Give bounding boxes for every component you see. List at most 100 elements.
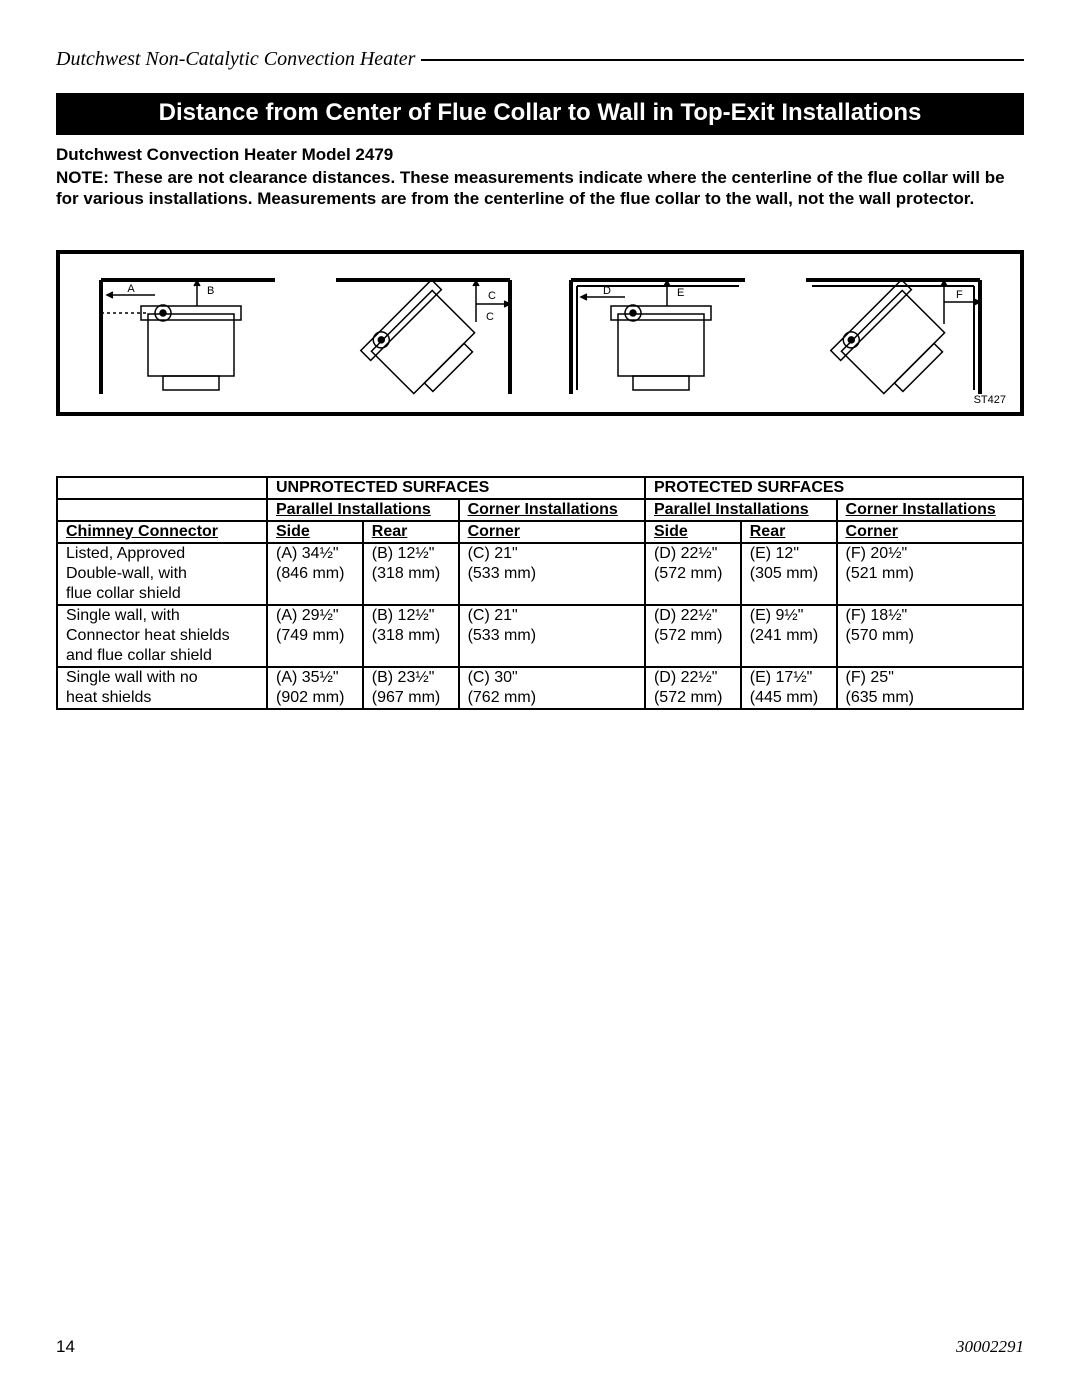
page: Dutchwest Non-Catalytic Convection Heate…: [0, 0, 1080, 1397]
diagram-id-label: ST427: [974, 394, 1006, 406]
table-row: and flue collar shield: [57, 646, 1023, 667]
svg-text:C: C: [488, 290, 496, 302]
col-side-p: Side: [645, 521, 741, 543]
table-header-top: UNPROTECTED SURFACES PROTECTED SURFACES: [57, 477, 1023, 499]
cell-value: (846 mm): [267, 564, 363, 584]
table-header-mid: Parallel Installations Corner Installati…: [57, 499, 1023, 521]
cell-value: (521 mm): [837, 564, 1023, 584]
header-blank: [57, 477, 267, 499]
cell-value: (C) 21": [459, 543, 645, 564]
cell-value: [267, 646, 363, 667]
footer: 14 30002291: [56, 1337, 1024, 1357]
cell-value: [459, 584, 645, 605]
cell-value: (A) 34½": [267, 543, 363, 564]
cell-value: (F) 20½": [837, 543, 1023, 564]
diagram-parallel-a: A B: [93, 272, 283, 402]
note-text: NOTE: These are not clearance distances.…: [56, 167, 1024, 210]
running-head-rule: [421, 59, 1024, 61]
cell-value: (902 mm): [267, 688, 363, 709]
header-parallel-u: Parallel Installations: [267, 499, 459, 521]
cell-value: [645, 584, 741, 605]
cell-value: [837, 646, 1023, 667]
table-row: Double-wall, with(846 mm)(318 mm)(533 mm…: [57, 564, 1023, 584]
svg-text:B: B: [207, 285, 214, 297]
table-row: Single wall, with(A) 29½"(B) 12½"(C) 21"…: [57, 605, 1023, 626]
cell-value: [363, 646, 459, 667]
cell-value: (C) 21": [459, 605, 645, 626]
svg-text:A: A: [127, 283, 135, 295]
header-blank: [57, 499, 267, 521]
cell-value: (E) 17½": [741, 667, 837, 688]
header-corner-p: Corner Installations: [837, 499, 1023, 521]
cell-value: (A) 29½": [267, 605, 363, 626]
cell-value: (D) 22½": [645, 605, 741, 626]
table-row: heat shields(902 mm)(967 mm)(762 mm)(572…: [57, 688, 1023, 709]
cell-value: (B) 12½": [363, 543, 459, 564]
cell-value: (F) 18½": [837, 605, 1023, 626]
diagram-parallel-b: D E: [563, 272, 753, 402]
cell-value: (762 mm): [459, 688, 645, 709]
cell-value: (241 mm): [741, 626, 837, 646]
table-row: Single wall with no(A) 35½"(B) 23½"(C) 3…: [57, 667, 1023, 688]
title-bar: Distance from Center of Flue Collar to W…: [56, 93, 1024, 135]
table-row: Listed, Approved(A) 34½"(B) 12½"(C) 21"(…: [57, 543, 1023, 564]
col-corner-u: Corner: [459, 521, 645, 543]
cell-connector: Single wall, with: [57, 605, 267, 626]
document-number: 30002291: [956, 1337, 1024, 1357]
diagram-box: A B: [56, 250, 1024, 416]
cell-value: [741, 584, 837, 605]
running-head-text: Dutchwest Non-Catalytic Convection Heate…: [56, 48, 415, 71]
cell-value: (533 mm): [459, 626, 645, 646]
cell-value: (635 mm): [837, 688, 1023, 709]
cell-connector: Single wall with no: [57, 667, 267, 688]
col-rear-p: Rear: [741, 521, 837, 543]
header-parallel-p: Parallel Installations: [645, 499, 837, 521]
col-rear-u: Rear: [363, 521, 459, 543]
cell-connector: Listed, Approved: [57, 543, 267, 564]
cell-value: (572 mm): [645, 564, 741, 584]
cell-connector: flue collar shield: [57, 584, 267, 605]
header-corner-u: Corner Installations: [459, 499, 645, 521]
cell-value: (D) 22½": [645, 667, 741, 688]
cell-value: (318 mm): [363, 626, 459, 646]
table-row: flue collar shield: [57, 584, 1023, 605]
cell-value: (749 mm): [267, 626, 363, 646]
table-row: Connector heat shields(749 mm)(318 mm)(5…: [57, 626, 1023, 646]
cell-value: (305 mm): [741, 564, 837, 584]
cell-value: (A) 35½": [267, 667, 363, 688]
cell-value: (533 mm): [459, 564, 645, 584]
cell-value: (570 mm): [837, 626, 1023, 646]
cell-value: [267, 584, 363, 605]
cell-value: (B) 12½": [363, 605, 459, 626]
col-side-u: Side: [267, 521, 363, 543]
cell-connector: heat shields: [57, 688, 267, 709]
model-subtitle: Dutchwest Convection Heater Model 2479: [56, 145, 1024, 165]
diagram-corner-b: F: [798, 272, 988, 402]
cell-value: (572 mm): [645, 688, 741, 709]
svg-text:D: D: [603, 285, 611, 297]
cell-value: (C) 30": [459, 667, 645, 688]
diagram-corner-a: C C: [328, 272, 518, 402]
svg-text:F: F: [956, 289, 963, 301]
svg-text:E: E: [677, 287, 684, 299]
cell-value: [459, 646, 645, 667]
cell-value: (F) 25": [837, 667, 1023, 688]
cell-value: (318 mm): [363, 564, 459, 584]
col-connector: Chimney Connector: [57, 521, 267, 543]
cell-connector: and flue collar shield: [57, 646, 267, 667]
cell-value: [645, 646, 741, 667]
cell-value: (572 mm): [645, 626, 741, 646]
page-number: 14: [56, 1337, 75, 1357]
cell-value: (967 mm): [363, 688, 459, 709]
header-unprotected: UNPROTECTED SURFACES: [267, 477, 645, 499]
cell-value: (E) 12": [741, 543, 837, 564]
cell-value: (B) 23½": [363, 667, 459, 688]
col-corner-p: Corner: [837, 521, 1023, 543]
cell-value: (E) 9½": [741, 605, 837, 626]
header-protected: PROTECTED SURFACES: [645, 477, 1023, 499]
cell-value: [363, 584, 459, 605]
cell-connector: Connector heat shields: [57, 626, 267, 646]
table-header-cols: Chimney Connector Side Rear Corner Side …: [57, 521, 1023, 543]
cell-value: (D) 22½": [645, 543, 741, 564]
svg-text:C: C: [486, 311, 494, 323]
